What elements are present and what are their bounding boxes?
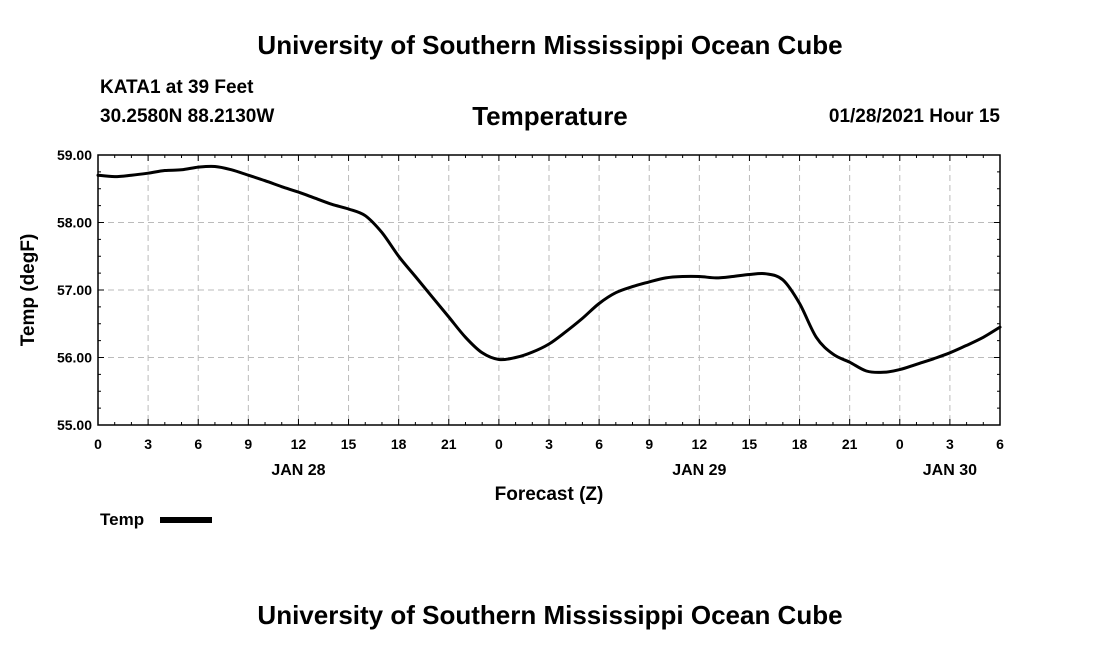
y-tick-label: 59.00 [57,147,92,163]
x-tick-label: 6 [996,436,1004,452]
series-line-temp [96,164,1002,374]
x-tick-label: 9 [645,436,653,452]
footer-title: University of Southern Mississippi Ocean… [257,600,843,630]
parameter-title: Temperature [472,101,628,131]
station-label: KATA1 at 39 Feet [100,77,254,98]
date-label: JAN 30 [923,462,977,479]
date-label: JAN 28 [271,462,325,479]
x-tick-label: 12 [692,436,708,452]
x-axis-title: Forecast (Z) [495,484,604,505]
grid [98,155,1000,425]
y-axis-title: Temp (degF) [18,234,39,347]
x-tick-label: 18 [391,436,407,452]
station-coordinates: 30.2580N 88.2130W [100,106,275,127]
legend-swatch [160,517,212,523]
y-tick-labels: 55.00 56.00 57.00 58.00 59.00 [57,147,92,433]
x-tick-label: 0 [896,436,904,452]
x-tick-label: 6 [595,436,603,452]
x-tick-label: 3 [545,436,553,452]
x-tick-label: 0 [495,436,503,452]
y-tick-label: 55.00 [57,417,92,433]
tick-marks [97,154,1001,426]
x-tick-label: 21 [441,436,457,452]
x-tick-labels: 0 3 6 9 12 15 18 21 0 3 6 9 12 15 18 21 0 3 6 [94,436,1004,452]
x-tick-label: 6 [194,436,202,452]
page-title: University of Southern Mississippi Ocean… [257,30,843,60]
x-tick-label: 0 [94,436,102,452]
legend-label: Temp [100,510,145,529]
date-labels: JAN 28 JAN 29 JAN 30 [271,462,977,479]
x-tick-label: 18 [792,436,808,452]
run-time-label: 01/28/2021 Hour 15 [828,106,1000,127]
y-tick-label: 56.00 [57,350,92,366]
x-tick-label: 21 [842,436,858,452]
x-tick-label: 15 [341,436,357,452]
x-tick-label: 3 [946,436,954,452]
x-tick-label: 3 [144,436,152,452]
x-tick-label: 15 [742,436,758,452]
x-tick-label: 9 [244,436,252,452]
x-tick-label: 12 [291,436,307,452]
y-tick-label: 58.00 [57,215,92,231]
date-label: JAN 29 [672,462,726,479]
y-tick-label: 57.00 [57,282,92,298]
